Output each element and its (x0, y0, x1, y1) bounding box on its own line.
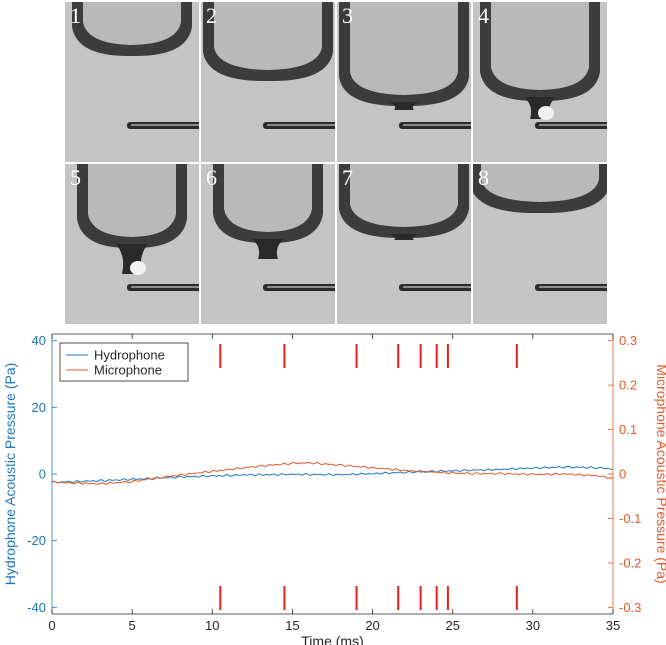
y-right-tick-label: -0.3 (619, 600, 641, 615)
x-tick-label: 30 (526, 618, 540, 633)
photo-frame: 4 (473, 2, 607, 162)
y-axis-left-label: Hydrophone Acoustic Pressure (Pa) (2, 363, 18, 586)
x-tick-label: 5 (129, 618, 136, 633)
y-right-tick-label: 0.3 (619, 333, 637, 348)
photo-sequence: 1 2 3 4 5 6 7 8 (65, 2, 607, 324)
x-axis-label: Time (ms) (301, 633, 363, 645)
frame-number: 3 (342, 3, 353, 28)
event-markers (219, 344, 518, 610)
series-line-hydrophone (51, 465, 614, 484)
frame-number: 1 (70, 3, 81, 28)
photo-frame: 1 (65, 2, 199, 162)
photo-frame: 7 (337, 164, 471, 324)
axes: 0 5 10 15 20 25 30 35 Time (ms) -40 -20 0 20 40 Hydrop… (2, 333, 666, 645)
photo-frame: 2 (201, 2, 335, 162)
photo-frame: 5 (65, 164, 199, 324)
y-left-tick-label: 0 (39, 467, 46, 482)
photo-frame: 6 (201, 164, 335, 324)
legend-box (59, 342, 189, 382)
x-tick-label: 15 (285, 618, 299, 633)
series-line-microphone (51, 461, 614, 485)
x-tick-label: 25 (445, 618, 459, 633)
y-right-tick-label: 0.2 (619, 378, 637, 393)
y-right-tick-label: -0.1 (619, 511, 641, 526)
legend-label-microphone: Microphone (94, 363, 162, 378)
y-left-tick-label: -20 (27, 533, 46, 548)
frame-number: 8 (478, 165, 489, 190)
photo-frame: 3 (337, 2, 471, 162)
frame-number: 4 (478, 3, 489, 28)
y-left-tick-label: 40 (32, 333, 46, 348)
frame-number: 5 (70, 165, 81, 190)
pressure-chart: 0 5 10 15 20 25 30 35 Time (ms) -40 -20 0 20 40 Hydrop… (2, 333, 666, 645)
frame-number: 6 (206, 165, 217, 190)
x-tick-label: 0 (48, 618, 55, 633)
photo-frame: 8 (473, 164, 607, 324)
y-axis-right-label: Microphone Acoustic Pressure (Pa) (654, 364, 666, 583)
x-tick-label: 35 (606, 618, 620, 633)
y-left-tick-label: 20 (32, 400, 46, 415)
legend-label-hydrophone: Hydrophone (94, 348, 165, 363)
y-left-tick-label: -40 (27, 600, 46, 615)
x-tick-label: 20 (365, 618, 379, 633)
y-right-tick-label: 0.1 (619, 422, 637, 437)
y-right-tick-label: -0.2 (619, 555, 641, 570)
frame-number: 2 (206, 3, 217, 28)
y-right-tick-label: 0 (619, 467, 626, 482)
series-lines (51, 461, 614, 485)
frame-number: 7 (342, 165, 353, 190)
x-tick-label: 10 (205, 618, 219, 633)
